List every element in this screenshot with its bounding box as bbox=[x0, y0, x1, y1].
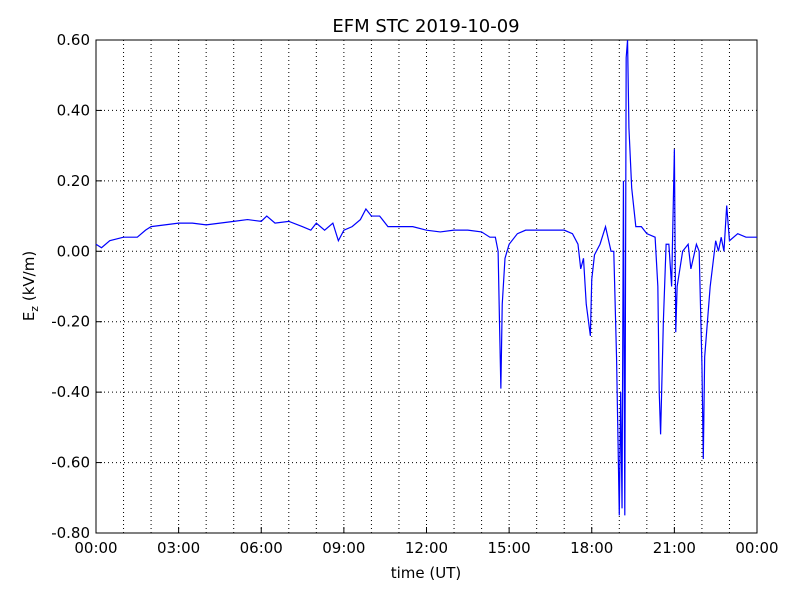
x-tick-label: 03:00 bbox=[157, 539, 200, 557]
chart-title: EFM STC 2019-10-09 bbox=[332, 16, 519, 37]
x-tick-label: 09:00 bbox=[322, 539, 365, 557]
x-tick-label: 00:00 bbox=[735, 539, 778, 557]
x-tick-label: 18:00 bbox=[570, 539, 613, 557]
y-tick-label: -0.60 bbox=[51, 454, 90, 472]
y-tick-label: 0.20 bbox=[57, 172, 90, 190]
x-tick-label: 00:00 bbox=[74, 539, 117, 557]
y-tick-label: -0.40 bbox=[51, 383, 90, 401]
y-label-sub: z bbox=[28, 306, 41, 312]
data-line bbox=[95, 39, 757, 516]
y-tick-label: -0.20 bbox=[51, 313, 90, 331]
y-axis-label: Ez (kV/m) bbox=[20, 251, 41, 321]
y-label-main: E bbox=[20, 312, 38, 321]
y-label-unit: (kV/m) bbox=[20, 251, 38, 306]
x-tick-label: 06:00 bbox=[240, 539, 283, 557]
x-axis-label: time (UT) bbox=[391, 564, 462, 582]
y-tick-label: 0.00 bbox=[57, 242, 90, 260]
y-tick-label: 0.40 bbox=[57, 101, 90, 119]
plot-frame bbox=[95, 39, 758, 534]
x-tick-label: 15:00 bbox=[488, 539, 531, 557]
y-tick-label: 0.60 bbox=[57, 31, 90, 49]
x-tick-label: 21:00 bbox=[653, 539, 696, 557]
y-tick-label: -0.80 bbox=[51, 524, 90, 542]
x-tick-label: 12:00 bbox=[405, 539, 448, 557]
